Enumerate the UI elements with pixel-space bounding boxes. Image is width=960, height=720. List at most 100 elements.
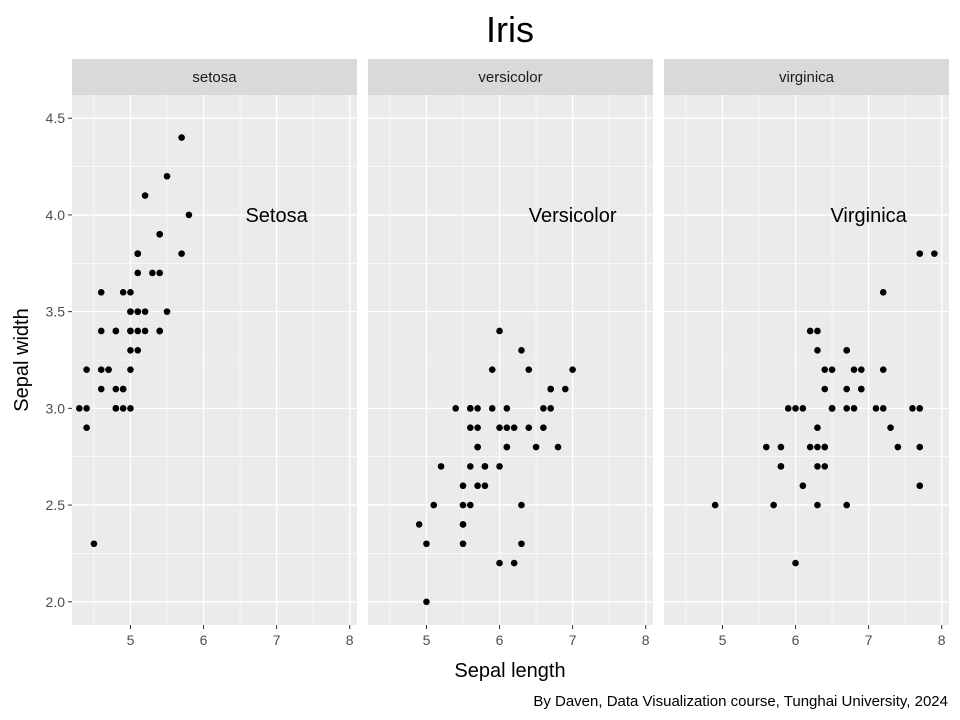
- data-point: [119, 385, 127, 393]
- data-point: [185, 211, 193, 219]
- data-point: [178, 134, 185, 141]
- data-point: [916, 482, 924, 490]
- y-axis: 2.0 2.5 3.0 3.5 4.0 4.5: [46, 110, 72, 610]
- data-point: [814, 424, 821, 432]
- panel-annotation: Versicolor: [529, 205, 617, 227]
- data-point: [821, 385, 829, 393]
- data-point: [828, 405, 836, 412]
- x-tick-label: 8: [642, 632, 650, 648]
- chart-caption: By Daven, Data Visualization course, Tun…: [533, 693, 948, 710]
- data-point: [510, 559, 518, 567]
- data-point: [119, 288, 127, 296]
- data-point: [872, 405, 880, 412]
- data-point: [97, 385, 105, 393]
- data-point: [879, 405, 887, 412]
- x-tick-label: 7: [569, 632, 577, 648]
- data-point: [127, 288, 134, 296]
- data-point: [112, 405, 120, 412]
- data-point: [496, 463, 503, 470]
- facet-strip-versicolor: [368, 59, 653, 95]
- data-point: [518, 501, 525, 509]
- data-point: [488, 405, 496, 412]
- data-point: [105, 366, 112, 373]
- data-point: [134, 269, 142, 277]
- data-point: [112, 327, 120, 335]
- data-point: [540, 424, 547, 432]
- data-point: [850, 405, 858, 412]
- data-point: [496, 559, 503, 567]
- data-point: [149, 269, 156, 277]
- x-tick-label: 8: [938, 632, 946, 648]
- data-point: [931, 250, 938, 257]
- data-point: [488, 366, 496, 373]
- data-point: [799, 405, 807, 412]
- data-point: [843, 347, 850, 354]
- data-point: [474, 405, 481, 412]
- data-point: [843, 405, 850, 412]
- y-tick-label: 2.0: [46, 594, 66, 610]
- data-point: [112, 385, 120, 393]
- facet-panel-versicolor: versicolor Versicolor: [368, 59, 653, 625]
- data-point: [879, 366, 887, 373]
- data-point: [909, 405, 916, 412]
- data-point: [792, 405, 799, 412]
- x-tick-label: 5: [423, 632, 431, 648]
- data-point: [821, 463, 829, 470]
- data-point: [459, 482, 467, 490]
- data-point: [141, 327, 149, 335]
- data-point: [474, 443, 481, 451]
- data-point: [792, 559, 799, 567]
- data-point: [97, 366, 105, 373]
- data-point: [467, 405, 474, 412]
- x-tick-label: 5: [127, 632, 135, 648]
- y-tick-label: 4.5: [46, 110, 66, 126]
- data-point: [763, 443, 770, 451]
- data-point: [156, 230, 163, 238]
- data-point: [784, 405, 792, 412]
- data-point: [467, 463, 474, 470]
- x-tick-label: 6: [200, 632, 208, 648]
- data-point: [503, 405, 511, 412]
- data-point: [134, 250, 142, 257]
- data-point: [97, 288, 105, 296]
- data-point: [562, 385, 569, 393]
- data-point: [83, 424, 90, 432]
- data-point: [518, 347, 525, 354]
- data-point: [134, 347, 142, 354]
- data-point: [525, 366, 533, 373]
- data-point: [540, 405, 547, 412]
- data-point: [141, 192, 149, 199]
- x-tick-label: 7: [865, 632, 873, 648]
- data-point: [503, 424, 511, 432]
- data-point: [510, 424, 518, 432]
- data-point: [569, 366, 576, 373]
- data-point: [799, 482, 807, 490]
- data-point: [777, 463, 785, 470]
- x-tick-label: 5: [719, 632, 727, 648]
- data-point: [76, 405, 83, 412]
- data-point: [467, 501, 474, 509]
- x-tick-label: 7: [273, 632, 281, 648]
- data-point: [178, 250, 185, 257]
- facet-strip-label: virginica: [779, 69, 835, 86]
- data-point: [814, 463, 821, 470]
- y-tick-label: 2.5: [46, 497, 66, 513]
- data-point: [141, 308, 149, 315]
- data-point: [879, 288, 887, 296]
- data-point: [481, 463, 489, 470]
- data-point: [814, 443, 821, 451]
- data-point: [777, 443, 785, 451]
- data-point: [127, 366, 134, 373]
- data-point: [894, 443, 902, 451]
- data-point: [850, 366, 858, 373]
- data-point: [459, 501, 467, 509]
- data-point: [843, 501, 850, 509]
- data-point: [858, 366, 865, 373]
- data-point: [843, 385, 850, 393]
- data-point: [814, 347, 821, 354]
- data-point: [496, 424, 503, 432]
- data-point: [828, 366, 836, 373]
- data-point: [437, 463, 445, 470]
- panel-annotation: Setosa: [245, 205, 308, 227]
- data-point: [916, 250, 924, 257]
